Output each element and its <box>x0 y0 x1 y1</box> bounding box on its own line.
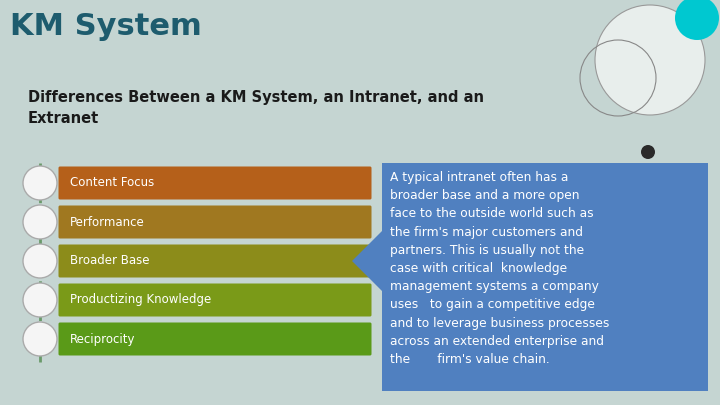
Text: KM System: KM System <box>10 12 202 41</box>
Circle shape <box>23 205 57 239</box>
Circle shape <box>641 145 655 159</box>
Circle shape <box>23 166 57 200</box>
Text: Differences Between a KM System, an Intranet, and an
Extranet: Differences Between a KM System, an Intr… <box>28 90 484 126</box>
Text: Broader Base: Broader Base <box>70 254 150 267</box>
FancyBboxPatch shape <box>58 205 372 239</box>
Text: Content Focus: Content Focus <box>70 177 154 190</box>
Circle shape <box>23 244 57 278</box>
Text: A typical intranet often has a
broader base and a more open
face to the outside : A typical intranet often has a broader b… <box>390 171 609 366</box>
Text: Reciprocity: Reciprocity <box>70 333 135 345</box>
Circle shape <box>23 283 57 317</box>
FancyBboxPatch shape <box>58 284 372 316</box>
Circle shape <box>675 0 719 40</box>
Text: Performance: Performance <box>70 215 145 228</box>
FancyBboxPatch shape <box>58 322 372 356</box>
Polygon shape <box>352 231 382 291</box>
Text: Productizing Knowledge: Productizing Knowledge <box>70 294 211 307</box>
Circle shape <box>595 5 705 115</box>
Circle shape <box>23 322 57 356</box>
FancyBboxPatch shape <box>58 245 372 277</box>
FancyBboxPatch shape <box>58 166 372 200</box>
FancyBboxPatch shape <box>382 163 708 391</box>
